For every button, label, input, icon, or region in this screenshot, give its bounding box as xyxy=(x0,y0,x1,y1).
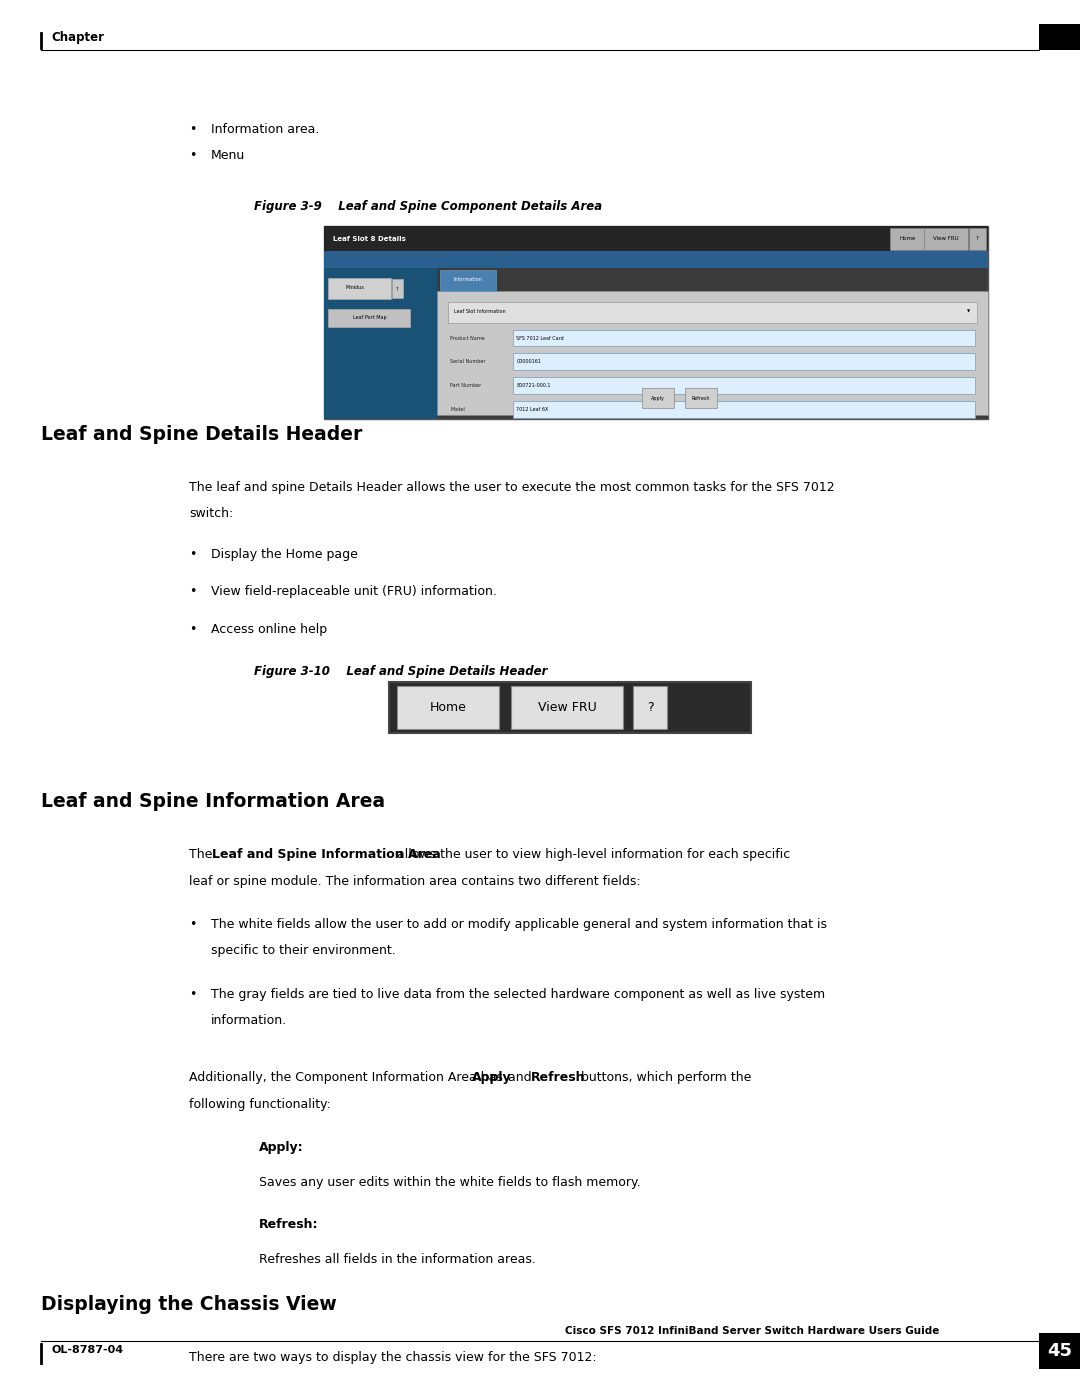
FancyBboxPatch shape xyxy=(397,686,499,729)
Text: Home: Home xyxy=(899,236,916,242)
Text: •: • xyxy=(189,988,197,1000)
Text: The: The xyxy=(189,848,216,861)
Text: SFS 7012 Leaf Card: SFS 7012 Leaf Card xyxy=(516,335,564,341)
Text: specific to their environment.: specific to their environment. xyxy=(211,944,395,957)
Text: allows the user to view high-level information for each specific: allows the user to view high-level infor… xyxy=(393,848,791,861)
Text: Information: Information xyxy=(454,277,482,282)
Text: The leaf and spine Details Header allows the user to execute the most common tas: The leaf and spine Details Header allows… xyxy=(189,481,835,493)
Text: Model: Model xyxy=(450,407,465,412)
Bar xyxy=(513,377,975,394)
FancyBboxPatch shape xyxy=(642,388,674,408)
Text: Part Number: Part Number xyxy=(450,383,482,388)
Text: ?: ? xyxy=(976,236,978,242)
Text: Home: Home xyxy=(430,701,467,714)
Text: Leaf Slot 8 Details: Leaf Slot 8 Details xyxy=(333,236,405,242)
Text: Minidus: Minidus xyxy=(346,285,364,291)
Text: View FRU: View FRU xyxy=(933,236,959,242)
FancyBboxPatch shape xyxy=(890,228,924,250)
Text: Leaf and Spine Details Header: Leaf and Spine Details Header xyxy=(41,425,363,444)
Text: buttons, which perform the: buttons, which perform the xyxy=(577,1071,751,1084)
Text: information.: information. xyxy=(211,1014,286,1027)
Bar xyxy=(513,401,975,418)
Text: OL-8787-04: OL-8787-04 xyxy=(52,1345,124,1355)
Text: Leaf and Spine Information Area: Leaf and Spine Information Area xyxy=(41,792,386,812)
Text: 00000161: 00000161 xyxy=(516,359,541,365)
Text: Figure 3-10    Leaf and Spine Details Header: Figure 3-10 Leaf and Spine Details Heade… xyxy=(254,665,548,678)
Text: Additionally, the Component Information Area has: Additionally, the Component Information … xyxy=(189,1071,507,1084)
FancyBboxPatch shape xyxy=(328,309,410,327)
Bar xyxy=(513,330,975,346)
Text: ?: ? xyxy=(647,701,653,714)
Text: Product Name: Product Name xyxy=(450,335,485,341)
Text: •: • xyxy=(189,585,197,598)
Text: •: • xyxy=(189,123,197,136)
Text: switch:: switch: xyxy=(189,507,233,520)
Text: •: • xyxy=(189,623,197,636)
Text: Apply:: Apply: xyxy=(259,1141,303,1154)
Bar xyxy=(324,226,988,251)
Bar xyxy=(389,682,751,733)
FancyBboxPatch shape xyxy=(440,270,496,291)
Text: Leaf Slot Information: Leaf Slot Information xyxy=(454,309,505,314)
Text: •: • xyxy=(189,918,197,930)
Text: 7012 Leaf 6X: 7012 Leaf 6X xyxy=(516,407,549,412)
Text: There are two ways to display the chassis view for the SFS 7012:: There are two ways to display the chassi… xyxy=(189,1351,596,1363)
Bar xyxy=(324,268,437,419)
Text: and: and xyxy=(504,1071,536,1084)
Text: Refresh: Refresh xyxy=(531,1071,585,1084)
Bar xyxy=(324,251,988,268)
Text: •: • xyxy=(189,548,197,560)
Text: ▼: ▼ xyxy=(968,310,970,313)
Text: View FRU: View FRU xyxy=(538,701,596,714)
Text: The gray fields are tied to live data from the selected hardware component as we: The gray fields are tied to live data fr… xyxy=(211,988,825,1000)
Text: Chapter: Chapter xyxy=(52,31,105,43)
Text: 800721-000.1: 800721-000.1 xyxy=(516,383,551,388)
Text: ?: ? xyxy=(396,286,399,292)
FancyBboxPatch shape xyxy=(511,686,623,729)
FancyBboxPatch shape xyxy=(328,278,391,299)
Text: Displaying the Chassis View: Displaying the Chassis View xyxy=(41,1295,337,1315)
Text: Leaf Port Map: Leaf Port Map xyxy=(352,314,387,320)
Bar xyxy=(448,302,977,323)
Text: The white fields allow the user to add or modify applicable general and system i: The white fields allow the user to add o… xyxy=(211,918,826,930)
Text: Apply: Apply xyxy=(472,1071,512,1084)
Text: Serial Number: Serial Number xyxy=(450,359,486,365)
FancyBboxPatch shape xyxy=(685,388,717,408)
Text: Menu: Menu xyxy=(211,149,245,162)
FancyBboxPatch shape xyxy=(633,686,667,729)
Bar xyxy=(324,226,988,419)
Text: •: • xyxy=(189,149,197,162)
Text: Access online help: Access online help xyxy=(211,623,327,636)
Text: following functionality:: following functionality: xyxy=(189,1098,330,1111)
Text: Cisco SFS 7012 InfiniBand Server Switch Hardware Users Guide: Cisco SFS 7012 InfiniBand Server Switch … xyxy=(565,1326,940,1336)
Text: leaf or spine module. The information area contains two different fields:: leaf or spine module. The information ar… xyxy=(189,875,640,887)
FancyBboxPatch shape xyxy=(392,279,403,298)
Text: Leaf and Spine Information Area: Leaf and Spine Information Area xyxy=(212,848,441,861)
Bar xyxy=(1039,1333,1080,1369)
Text: View field-replaceable unit (FRU) information.: View field-replaceable unit (FRU) inform… xyxy=(211,585,497,598)
Text: Refresh: Refresh xyxy=(691,395,711,401)
Text: Figure 3-9    Leaf and Spine Component Details Area: Figure 3-9 Leaf and Spine Component Deta… xyxy=(254,200,602,212)
Text: Refresh:: Refresh: xyxy=(259,1218,319,1231)
Text: Display the Home page: Display the Home page xyxy=(211,548,357,560)
Bar xyxy=(1039,25,1080,49)
Bar xyxy=(513,353,975,370)
Text: Saves any user edits within the white fields to flash memory.: Saves any user edits within the white fi… xyxy=(259,1176,640,1189)
Text: 45: 45 xyxy=(1047,1343,1072,1359)
FancyBboxPatch shape xyxy=(924,228,968,250)
Bar xyxy=(437,291,988,415)
Text: Apply: Apply xyxy=(651,395,664,401)
FancyBboxPatch shape xyxy=(969,228,986,250)
Text: Refreshes all fields in the information areas.: Refreshes all fields in the information … xyxy=(259,1253,536,1266)
Text: Information area.: Information area. xyxy=(211,123,319,136)
